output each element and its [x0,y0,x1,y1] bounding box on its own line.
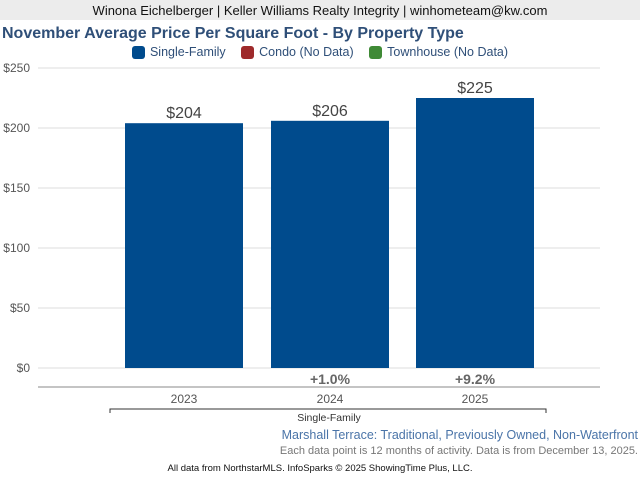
footer: All data from NorthstarMLS. InfoSparks ©… [167,463,473,474]
x-tick-label: 2025 [462,392,489,406]
change-label: +9.2% [455,371,496,387]
legend-label: Single-Family [149,45,226,59]
y-tick-label: $100 [3,241,30,255]
y-tick-label: $150 [3,181,30,195]
legend: Single-Family Condo (No Data) Townhouse … [0,45,640,62]
legend-swatch [241,45,255,59]
change-label: +1.0% [310,371,351,387]
chart-title: November Average Price Per Square Foot -… [2,25,464,42]
legend-swatch [369,45,383,59]
group-bracket [109,408,547,413]
x-tick-label: 2023 [171,392,198,406]
legend-item-townhouse[interactable]: Townhouse (No Data) [369,45,508,59]
legend-item-single-family[interactable]: Single-Family [131,45,226,59]
bar-chart: $0 $50 $100 $150 $200 $250 $204 2023 $206 +1.0% 20… [3,61,600,424]
data-note: Each data point is 12 months of activity… [279,445,638,457]
legend-swatch [131,45,145,59]
data-label: $204 [166,105,202,122]
y-tick-label: $0 [17,361,31,375]
y-tick-label: $200 [3,121,30,135]
data-label: $225 [457,80,493,97]
bar-2023[interactable] [125,123,243,368]
bar-2025[interactable] [416,98,534,368]
agent-header: Winona Eichelberger | Keller Williams Re… [0,0,640,20]
legend-label: Townhouse (No Data) [387,45,509,59]
group-label: Single-Family [297,412,361,424]
x-tick-label: 2024 [317,392,344,406]
legend-item-condo[interactable]: Condo (No Data) [241,45,354,59]
bar-2024[interactable] [271,120,389,368]
legend-label: Condo (No Data) [259,45,354,59]
data-label: $206 [312,103,348,120]
y-tick-label: $250 [3,61,30,75]
chart-subtitle: Marshall Terrace: Traditional, Previousl… [281,428,638,442]
y-tick-label: $50 [10,301,30,315]
